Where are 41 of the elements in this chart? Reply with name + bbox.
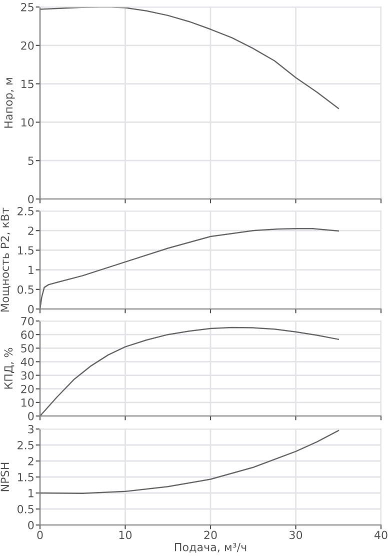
y-tick-label: 2 (28, 456, 34, 466)
y-tick-label: 70 (21, 316, 34, 326)
x-tick-label: 30 (290, 530, 302, 540)
y-tick-label: 3 (28, 424, 34, 434)
x-tick-label: 0 (37, 530, 43, 540)
y-axis-title: Мощность P2, кВт (0, 208, 10, 312)
line-series (40, 326, 339, 416)
y-tick-label: 0.5 (18, 504, 34, 514)
y-tick-label: 15 (22, 80, 34, 88)
line-series (40, 228, 339, 309)
y-tick-label: 2.5 (18, 440, 34, 450)
x-axis-title: Подача, м³/ч (174, 542, 246, 553)
y-tick-label: 0 (28, 520, 34, 530)
y-tick-label: 5 (28, 156, 34, 165)
y-tick-label: 1.5 (18, 473, 34, 482)
y-tick-label: 40 (20, 358, 34, 366)
y-axis-title: КПД, % (4, 348, 14, 389)
x-tick-label: 10 (119, 530, 132, 540)
y-tick-label: 20 (21, 41, 34, 50)
y-tick-label: 25 (21, 2, 34, 12)
y-tick-label: 2.5 (18, 206, 34, 216)
y-tick-label: 0 (28, 412, 34, 420)
y-tick-label: 0.5 (18, 285, 34, 294)
line-series (40, 7, 339, 109)
x-tick-label: 40 (374, 530, 388, 540)
y-tick-label: 50 (21, 344, 34, 353)
y-tick-label: 1 (28, 266, 34, 274)
y-tick-label: 10 (22, 118, 34, 127)
x-tick-label: 20 (204, 530, 217, 540)
y-tick-label: 1 (28, 489, 34, 498)
y-tick-label: 60 (21, 330, 34, 339)
y-tick-label: 0 (28, 304, 34, 314)
y-tick-label: 1.5 (18, 246, 34, 255)
y-axis-title: Напор, м (4, 78, 15, 128)
y-tick-label: 30 (21, 371, 34, 380)
y-tick-label: 20 (21, 384, 34, 394)
y-tick-label: 10 (22, 398, 34, 407)
line-series (40, 430, 339, 494)
y-tick-label: 0 (28, 194, 34, 204)
y-tick-label: 2 (28, 226, 34, 235)
y-axis-title: NPSH (0, 462, 10, 492)
